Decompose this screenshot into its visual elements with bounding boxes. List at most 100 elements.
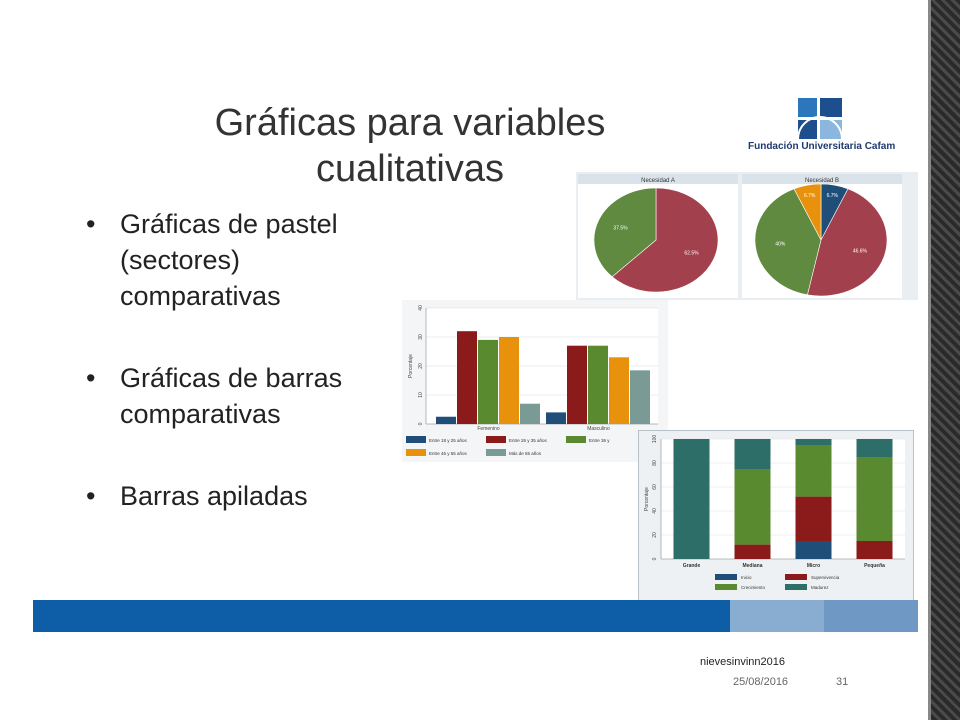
stacked-bar-segment <box>795 439 832 445</box>
stacked-bar-segment <box>795 445 832 497</box>
stack-y-tick-label: 100 <box>652 435 658 444</box>
pie-panel-header <box>578 174 738 184</box>
bar-x-tick-label: Femenino <box>477 426 499 432</box>
slide-title-line-2: cualitativas <box>316 148 504 190</box>
decorative-right-border <box>928 0 960 720</box>
legend-swatch <box>486 436 506 443</box>
stacked-bar-segment <box>856 541 893 559</box>
legend-label: Entre 26 y 35 años <box>509 438 548 443</box>
stacked-bar-segment <box>856 457 893 541</box>
footer-date: 25/08/2016 <box>733 676 789 688</box>
legend-label: Entre 18 y 25 años <box>429 438 468 443</box>
legend-swatch <box>785 574 807 580</box>
pie-chart: Necesidad A 62.5% 37.5% Necesidad B 6.7% 46.6… <box>578 174 902 298</box>
footer-author: nievesinvinn2016 <box>700 656 786 668</box>
pie-slice-label: 37.5% <box>613 226 628 232</box>
bar <box>630 370 650 424</box>
bar-y-tick-label: 10 <box>418 392 424 398</box>
bullet-text: Barras apiladas <box>120 481 308 511</box>
stack-y-axis-label: Porcentaje <box>644 487 650 511</box>
pie-slice <box>793 183 822 241</box>
bullet-dot: • <box>86 363 96 393</box>
legend-swatch <box>486 449 506 456</box>
pie-panel-title: Necesidad A <box>641 178 675 184</box>
stacked-bar-segment <box>734 469 771 545</box>
stack-x-tick-label: Micro <box>807 563 820 569</box>
bar-y-tick-label: 20 <box>418 363 424 369</box>
legend-swatch <box>406 449 426 456</box>
bullet-text: Gráficas de pastel (sectores) comparativ… <box>120 209 338 311</box>
stack-y-tick-label: 0 <box>652 557 658 560</box>
footer-band-light <box>730 600 824 632</box>
stack-y-tick-label: 20 <box>652 532 658 538</box>
legend-label: Entre 46 y 55 años <box>429 451 468 456</box>
stacked-bar-segment <box>795 496 832 541</box>
bar-y-axis-label: Porcentaje <box>408 354 414 378</box>
stacked-bar-segment <box>856 439 893 457</box>
logo-text: Fundación Universitaria Cafam <box>748 141 896 152</box>
legend-label: Madurez <box>811 585 829 590</box>
bullet-item-bars: • Gráficas de barras comparativas <box>86 360 342 432</box>
pie-chart-figure: Necesidad A 62.5% 37.5% Necesidad B 6.7% 46.6… <box>576 172 918 300</box>
bar-chart-figure: 0 10 20 30 40 Porcentaje Femenino Masculino Entr… <box>402 300 668 462</box>
pie-slice <box>754 188 822 296</box>
slide-title: Gráficas para variables cualitativas <box>150 100 670 192</box>
legend-label: Crecimiento <box>741 585 766 590</box>
bar <box>436 416 456 424</box>
legend-label: Entre 36 y <box>589 438 610 443</box>
pie-slice-label: 40% <box>775 242 786 248</box>
bar-x-tick-label: Masculino <box>587 426 610 432</box>
pie-panel-title: Necesidad B <box>805 178 839 184</box>
legend-label: Supervivencia <box>811 575 840 580</box>
cafam-logo <box>797 98 843 140</box>
legend-label: Inicio <box>741 575 752 580</box>
bullet-dot: • <box>86 481 96 511</box>
stack-x-tick-label: Grande <box>683 563 701 569</box>
bullet-item-stacked: • Barras apiladas <box>86 478 308 514</box>
page-number: 31 <box>836 676 849 688</box>
bullet-dot: • <box>86 209 96 239</box>
bar-chart: 0 10 20 30 40 Porcentaje Femenino Masculino Entr… <box>406 305 658 456</box>
slide-title-line-1: Gráficas para variables <box>214 102 606 144</box>
bar-y-tick-label: 40 <box>418 305 424 311</box>
legend-label: Más de 55 años <box>509 451 542 456</box>
bar-y-tick-label: 0 <box>418 422 424 425</box>
bar <box>588 345 608 424</box>
footer-band-dark <box>33 600 730 632</box>
bullet-text: Gráficas de barras comparativas <box>120 363 343 429</box>
legend-swatch <box>715 584 737 590</box>
pie-slice-label: 46.6% <box>853 249 868 255</box>
pie-slice <box>807 188 888 297</box>
bar <box>546 412 566 424</box>
legend-swatch <box>785 584 807 590</box>
legend-swatch <box>566 436 586 443</box>
pie-panel-header <box>742 174 902 184</box>
pie-slice-label: 6.7% <box>804 193 816 199</box>
pie-slice <box>593 187 657 278</box>
bar-y-tick-label: 30 <box>418 334 424 340</box>
stack-y-tick-label: 80 <box>652 460 658 466</box>
pie-slice <box>611 187 719 293</box>
stack-y-tick-label: 40 <box>652 508 658 514</box>
pie-slice-label: 62.5% <box>684 250 699 256</box>
stacked-bar-segment <box>795 541 832 559</box>
bar <box>609 357 629 424</box>
stacked-bar-chart-figure: 0 20 40 60 80 100 Porcentaje Grande Mediana Micro… <box>638 430 914 602</box>
stacked-bar-segment <box>673 439 710 559</box>
bar <box>457 331 477 424</box>
bar <box>520 403 540 424</box>
legend-swatch <box>406 436 426 443</box>
stack-y-tick-label: 60 <box>652 484 658 490</box>
stack-x-tick-label: Pequeña <box>864 563 885 569</box>
pie-slice-label: 6.7% <box>827 193 839 199</box>
legend-swatch <box>715 574 737 580</box>
stacked-bar-segment <box>734 439 771 469</box>
bullet-item-pie: • Gráficas de pastel (sectores) comparat… <box>86 206 338 314</box>
bar <box>567 345 587 424</box>
bar <box>478 339 498 424</box>
bar <box>499 337 519 424</box>
footer-band-mid <box>824 600 918 632</box>
stacked-bar-chart: 0 20 40 60 80 100 Porcentaje Grande Mediana Micro… <box>644 435 905 590</box>
stack-x-tick-label: Mediana <box>742 563 762 569</box>
stacked-bar-segment <box>734 544 771 559</box>
